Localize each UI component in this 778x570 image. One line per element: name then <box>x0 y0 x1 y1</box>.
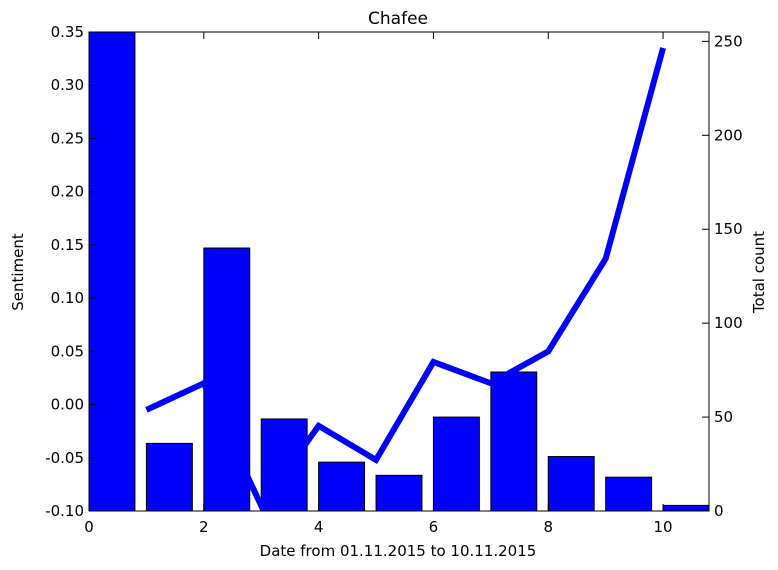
y-tick-label: 0.10 <box>51 289 84 307</box>
bar <box>375 474 423 512</box>
y2-tick-label: 50 <box>714 408 733 426</box>
ticks-layer: 0 2 4 6 8 10 -0.10 -0.05 0.00 0.05 0.10 0.15 0.20 0.2… <box>45 23 742 536</box>
sentiment-line <box>145 47 666 512</box>
x-tick-label: 2 <box>199 518 209 536</box>
bar <box>605 476 653 512</box>
x-tick-label: 6 <box>429 518 439 536</box>
y2-axis-label: Total count <box>750 231 768 314</box>
bar <box>490 371 538 512</box>
y2-tick-label: 250 <box>714 32 743 50</box>
y2-tick-label: 100 <box>714 314 743 332</box>
x-tick-label: 4 <box>314 518 324 536</box>
x-tick-label: 8 <box>543 518 553 536</box>
x-tick-label: 0 <box>84 518 94 536</box>
bar <box>432 416 480 512</box>
y2-tick-label: 150 <box>714 220 743 238</box>
y-tick-label: 0.20 <box>51 183 84 201</box>
y-tick-label: 0.00 <box>51 396 84 414</box>
y-axis-label: Sentiment <box>9 233 27 311</box>
bar <box>662 504 710 512</box>
y-tick-label: -0.05 <box>45 449 84 467</box>
y-tick-label: 0.30 <box>51 76 84 94</box>
x-tick-label: 10 <box>654 518 673 536</box>
y-tick-label: 0.05 <box>51 342 84 360</box>
y2-tick-label: 200 <box>714 126 743 144</box>
bar <box>318 461 366 512</box>
y2-tick-label: 0 <box>714 502 724 520</box>
y-tick-label: 0.25 <box>51 129 84 147</box>
bars-layer <box>88 31 710 512</box>
line-layer <box>145 47 666 512</box>
chart-title: Chafee <box>368 9 428 29</box>
y-tick-label: 0.35 <box>51 23 84 41</box>
y-tick-label: 0.15 <box>51 236 84 254</box>
y-tick-label: -0.10 <box>45 502 84 520</box>
bar <box>88 31 136 512</box>
x-axis-label: Date from 01.11.2015 to 10.11.2015 <box>260 542 537 560</box>
bar <box>547 456 595 512</box>
plot-frame <box>88 31 710 512</box>
bar <box>145 442 193 512</box>
